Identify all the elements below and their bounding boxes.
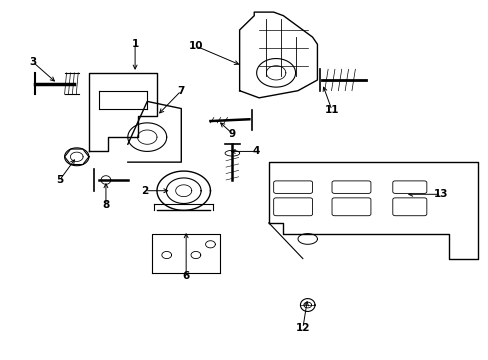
Text: 13: 13 [433, 189, 448, 199]
Text: 11: 11 [324, 105, 339, 115]
Text: 1: 1 [131, 39, 139, 49]
Polygon shape [268, 162, 477, 258]
Text: 8: 8 [102, 200, 109, 210]
Text: 12: 12 [295, 323, 309, 333]
Text: 9: 9 [228, 129, 235, 139]
Text: 7: 7 [177, 86, 184, 96]
FancyBboxPatch shape [392, 181, 426, 193]
Text: 5: 5 [56, 175, 63, 185]
Text: 2: 2 [141, 186, 148, 196]
Text: 6: 6 [182, 271, 189, 282]
FancyBboxPatch shape [273, 198, 312, 216]
Text: 4: 4 [252, 147, 260, 157]
FancyBboxPatch shape [331, 181, 370, 193]
FancyBboxPatch shape [331, 198, 370, 216]
Text: 3: 3 [29, 57, 37, 67]
FancyBboxPatch shape [273, 181, 312, 193]
Text: 10: 10 [188, 41, 203, 51]
FancyBboxPatch shape [392, 198, 426, 216]
